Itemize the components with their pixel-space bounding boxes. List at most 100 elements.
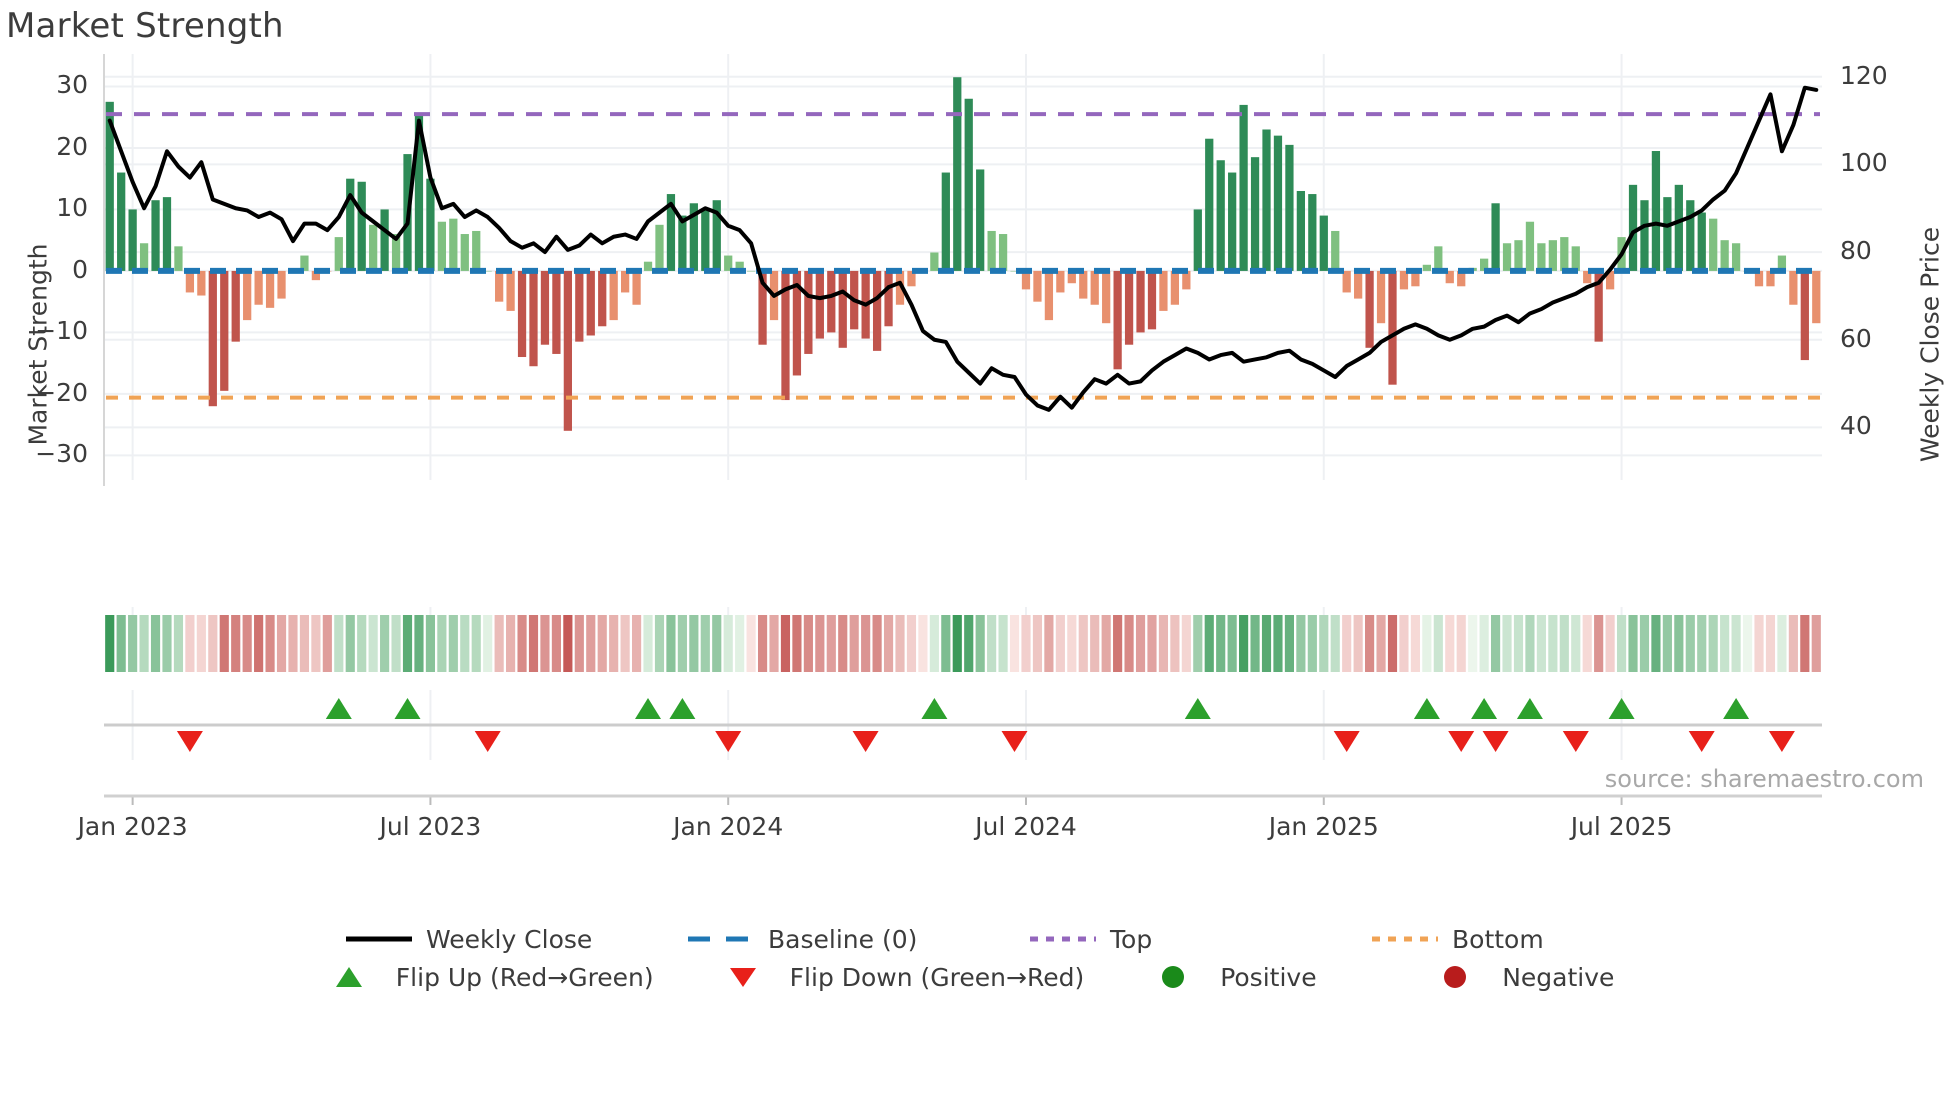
flip-down-marker bbox=[1482, 731, 1509, 752]
legend-item-label: Baseline (0) bbox=[768, 924, 918, 954]
y-axis-tick-label: 10 bbox=[56, 193, 88, 223]
heatmap-cell bbox=[1410, 615, 1420, 672]
strength-bar bbox=[1434, 246, 1443, 271]
legend-item[interactable]: Top bbox=[1026, 925, 1316, 954]
heatmap-cell bbox=[1548, 615, 1558, 672]
heatmap-cell bbox=[448, 615, 458, 672]
legend-item[interactable]: Flip Up (Red→Green) bbox=[312, 963, 654, 992]
legend-item[interactable]: Positive bbox=[1136, 963, 1366, 992]
strength-bar bbox=[758, 270, 767, 345]
strength-bar bbox=[1182, 270, 1191, 290]
legend-item-label: Bottom bbox=[1452, 924, 1544, 954]
strength-bar bbox=[437, 221, 446, 271]
heatmap-cell bbox=[895, 615, 905, 672]
strength-bar bbox=[666, 194, 676, 271]
heatmap-cell bbox=[1158, 615, 1169, 672]
page-title: Market Strength bbox=[6, 6, 284, 46]
legend-row-markers: Flip Up (Red→Green) Flip Down (Green→Red)… bbox=[0, 958, 1960, 996]
heatmap-cell bbox=[735, 615, 745, 672]
heatmap-cell bbox=[1113, 615, 1123, 672]
strength-bar bbox=[609, 270, 618, 321]
heatmap-cell bbox=[1536, 615, 1546, 672]
heatmap-cell bbox=[689, 615, 699, 672]
strength-bar bbox=[185, 270, 195, 293]
flip-down-marker bbox=[1001, 731, 1028, 752]
heatmap-cell bbox=[540, 615, 550, 672]
strength-bar bbox=[1812, 270, 1821, 324]
heatmap-cell bbox=[1399, 615, 1409, 672]
legend-item-label: Top bbox=[1110, 924, 1153, 954]
heatmap-cell bbox=[1376, 615, 1386, 672]
strength-bar bbox=[575, 270, 584, 342]
strength-bar bbox=[369, 224, 378, 271]
heatmap-cell bbox=[632, 615, 642, 672]
heatmap-cell bbox=[1353, 615, 1363, 672]
heatmap-cell bbox=[803, 615, 813, 672]
strength-bar bbox=[151, 200, 160, 271]
flip-down-marker bbox=[1448, 731, 1475, 752]
legend-item[interactable]: Negative bbox=[1418, 963, 1648, 992]
legend-item-label: Negative bbox=[1502, 962, 1615, 992]
heatmap-cell bbox=[1468, 615, 1478, 672]
heatmap-cell bbox=[1811, 615, 1821, 672]
flip-up-marker bbox=[669, 698, 696, 719]
heatmap-cell bbox=[128, 615, 138, 672]
flip-down-marker bbox=[1688, 731, 1715, 752]
strength-bar bbox=[1273, 135, 1283, 271]
heatmap-cell bbox=[1032, 615, 1043, 672]
heatmap-cell bbox=[219, 615, 229, 672]
flip-down-marker bbox=[715, 731, 742, 752]
legend-item[interactable]: Weekly Close bbox=[342, 925, 632, 954]
heatmap-cell bbox=[1181, 615, 1191, 672]
strength-bar bbox=[1422, 264, 1431, 271]
strength-bar bbox=[930, 252, 939, 271]
heatmap-cell bbox=[1239, 615, 1249, 672]
heatmap-cell bbox=[1147, 615, 1157, 672]
weekly-close-path bbox=[107, 85, 1819, 412]
strength-bar bbox=[804, 270, 813, 354]
strength-bar bbox=[483, 270, 492, 272]
strength-bar bbox=[1331, 230, 1340, 271]
legend-item[interactable]: Bottom bbox=[1368, 925, 1618, 954]
heatmap-cell bbox=[906, 615, 917, 672]
heatmap-cell bbox=[208, 615, 218, 672]
y-axis-tick-label: 30 bbox=[56, 70, 88, 100]
flip-up-marker bbox=[1184, 698, 1211, 719]
strength-bar bbox=[976, 169, 985, 271]
heatmap-cell bbox=[1685, 615, 1695, 672]
flip-down-marker bbox=[1768, 731, 1795, 752]
legend-item[interactable]: Flip Down (Green→Red) bbox=[706, 963, 1084, 992]
strength-bar bbox=[495, 270, 504, 302]
heatmap-cell bbox=[952, 615, 962, 672]
strength-bar bbox=[941, 172, 950, 271]
chart-legend: Weekly Close Baseline (0) Top Bottom Flip U… bbox=[0, 920, 1960, 996]
heatmap-cell bbox=[1788, 615, 1798, 672]
strength-bar bbox=[220, 270, 229, 391]
legend-item-label: Flip Up (Red→Green) bbox=[395, 962, 654, 992]
flip-up-marker bbox=[1516, 698, 1543, 719]
y-axis-right-tick-label: 80 bbox=[1840, 236, 1872, 266]
strength-bar bbox=[827, 270, 836, 333]
heatmap-cell bbox=[757, 615, 768, 672]
strength-bar bbox=[346, 178, 355, 271]
heatmap-cell bbox=[586, 615, 596, 672]
strength-bar bbox=[357, 181, 366, 271]
heatmap-cell bbox=[1101, 615, 1111, 672]
heatmap-cell bbox=[1193, 615, 1203, 672]
legend-item[interactable]: Baseline (0) bbox=[684, 925, 974, 954]
strength-bar bbox=[563, 270, 572, 431]
strength-bar bbox=[1170, 270, 1180, 305]
flip-down-marker bbox=[1333, 731, 1360, 752]
heatmap-cell bbox=[574, 615, 584, 672]
strength-bar bbox=[1388, 270, 1397, 385]
heatmap-cell bbox=[712, 615, 722, 672]
flip-down-marker bbox=[1562, 731, 1589, 752]
heatmap-cell bbox=[471, 615, 481, 672]
strength-bar bbox=[243, 270, 252, 321]
flip-up-marker bbox=[1413, 698, 1440, 719]
y-axis-tick-label: 20 bbox=[56, 131, 88, 161]
strength-bar bbox=[1686, 200, 1695, 271]
strength-bar bbox=[506, 270, 515, 311]
strength-bar bbox=[1228, 172, 1237, 271]
strength-bar bbox=[746, 270, 756, 272]
